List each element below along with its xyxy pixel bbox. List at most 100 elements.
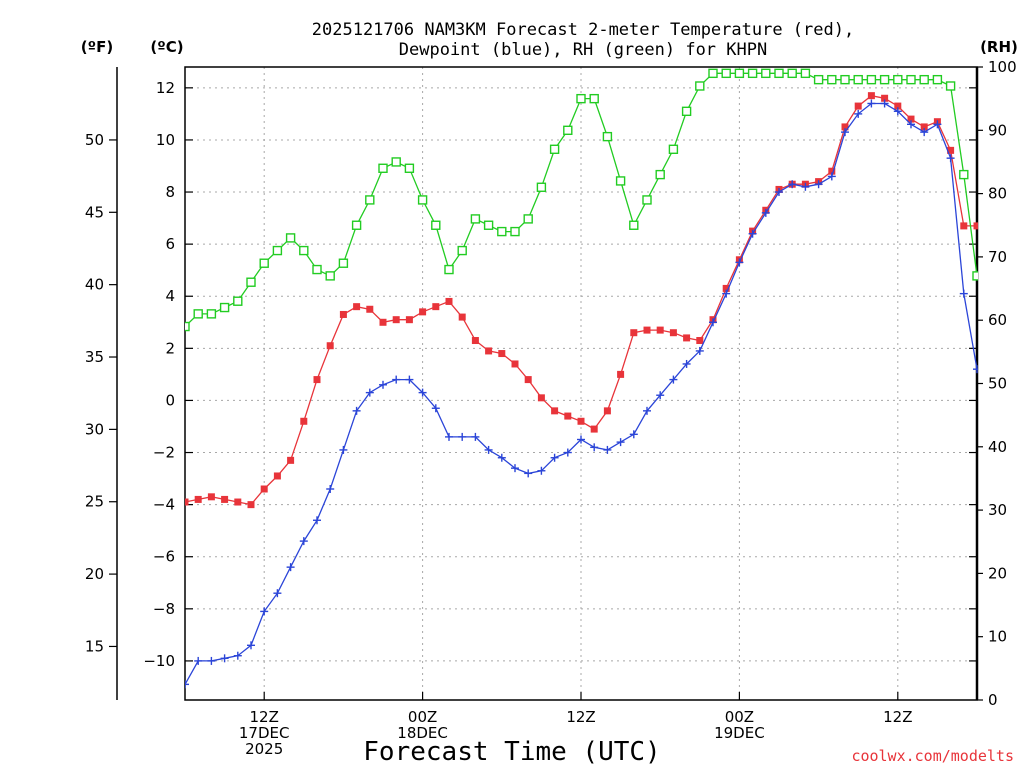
- fahrenheit-tick-label: 30: [85, 420, 104, 438]
- dewpoint-point: [814, 180, 823, 189]
- rh-point: [827, 74, 837, 85]
- x-tick-label: 19DEC: [714, 724, 765, 742]
- 2-meter-temperature-point: [366, 305, 374, 313]
- rh-point: [655, 169, 665, 180]
- 2-meter-temperature-point: [630, 329, 638, 337]
- rh-tick-label: 100: [988, 58, 1017, 76]
- 2-meter-temperature-point: [907, 115, 915, 123]
- rh-tick-label: 60: [988, 311, 1007, 329]
- dewpoint-point: [761, 208, 770, 217]
- rh-point: [351, 220, 362, 230]
- source-credit: coolwx.com/modelts: [851, 747, 1014, 765]
- dewpoint-point: [695, 346, 704, 355]
- rh-tick-label: 40: [988, 438, 1007, 456]
- fahrenheit-tick-label: 35: [85, 348, 104, 366]
- fahrenheit-tick-label: 20: [85, 565, 104, 583]
- celsius-tick-label: −6: [153, 548, 175, 566]
- rh-point: [813, 74, 824, 85]
- rh-point: [417, 195, 428, 205]
- dewpoint-point: [748, 229, 757, 238]
- dewpoint-point: [299, 537, 308, 546]
- 2-meter-temperature-point: [485, 347, 493, 355]
- x-axis-title: Forecast Time (UTC): [363, 737, 660, 767]
- dewpoint-point: [497, 453, 506, 462]
- rh-point: [193, 309, 203, 319]
- rh-tick-label: 30: [988, 501, 1007, 519]
- 2-meter-temperature-point: [960, 222, 968, 230]
- rh-point: [919, 74, 929, 85]
- 2-meter-temperature-point: [722, 284, 730, 292]
- fahrenheit-tick-label: 25: [85, 493, 104, 511]
- chart-title-line-1: 2025121706 NAM3KM Forecast 2-meter Tempe…: [312, 20, 854, 40]
- 2-meter-temperature-point: [603, 407, 611, 415]
- 2-meter-temperature-point: [590, 425, 598, 433]
- rh-point: [668, 144, 679, 154]
- dewpoint-point: [880, 99, 889, 108]
- rh-tick-label: 20: [988, 564, 1007, 582]
- dewpoint-point: [352, 406, 361, 415]
- rh-point: [932, 74, 943, 85]
- 2-meter-temperature-point: [669, 329, 677, 337]
- rh-point: [906, 74, 916, 85]
- 2-meter-temperature-point: [617, 370, 625, 378]
- dewpoint-point: [207, 656, 216, 665]
- rh-point: [285, 233, 296, 243]
- dewpoint-point: [339, 445, 348, 454]
- dewpoint-point: [669, 375, 678, 384]
- rh-point: [629, 220, 639, 230]
- x-tick-label: 17DEC: [239, 724, 290, 742]
- dewpoint-point: [392, 375, 401, 384]
- rh-point: [338, 258, 349, 268]
- rh-point: [879, 74, 890, 85]
- x-tick-label: 00Z: [725, 708, 754, 726]
- fahrenheit-axis: 15 20 25 30 35 40 45 50: [85, 131, 117, 655]
- grid-lines: [185, 67, 977, 700]
- celsius-tick-label: −8: [153, 600, 175, 618]
- dewpoint-point: [735, 258, 744, 267]
- rh-point: [391, 157, 401, 167]
- celsius-tick-label: 2: [165, 339, 175, 357]
- 2-meter-temperature-point: [551, 407, 559, 415]
- celsius-tick-label: 6: [165, 235, 175, 253]
- 2-meter-temperature-point: [683, 334, 691, 342]
- dewpoint-point: [629, 430, 638, 439]
- rh-point: [365, 195, 375, 205]
- 2-meter-temperature-point: [947, 146, 955, 154]
- dewpoint-point: [854, 109, 863, 118]
- celsius-tick-label: 10: [156, 131, 175, 149]
- dewpoint-point: [920, 128, 929, 137]
- dewpoint-point: [775, 188, 783, 197]
- 2-meter-temperature-point: [419, 308, 427, 316]
- rh-tick-label: 50: [988, 375, 1007, 393]
- celsius-tick-label: −10: [143, 652, 175, 670]
- rh-point: [945, 81, 956, 91]
- dewpoint-point: [524, 469, 533, 478]
- dewpoint-point: [577, 435, 585, 444]
- 2-meter-temperature-point: [867, 92, 875, 100]
- rh-point: [497, 226, 507, 237]
- 2-meter-temperature-point: [273, 472, 281, 480]
- rh-tick-label: 10: [988, 628, 1007, 646]
- dewpoint-point: [484, 445, 493, 454]
- rh-point: [483, 220, 494, 230]
- rh-point: [312, 264, 322, 275]
- celsius-axis: −10 −8 −6 −4 −2 0 2 4 6 8 10 12: [143, 79, 977, 670]
- 2-meter-temperature-point: [498, 350, 506, 358]
- 2-meter-temperature-point: [287, 456, 295, 464]
- 2-meter-temperature-point: [854, 102, 862, 110]
- 2-meter-temperature-point: [643, 326, 651, 334]
- fahrenheit-unit-label: (ºF): [81, 38, 113, 56]
- dewpoint-line: [185, 102, 978, 685]
- dewpoint-point: [801, 182, 810, 191]
- plot-frame: [184, 66, 978, 701]
- rh-point: [747, 68, 758, 79]
- 2-meter-temperature-point: [194, 495, 202, 503]
- 2-meter-temperature-point: [894, 102, 902, 110]
- dewpoint-point: [326, 485, 335, 493]
- rh-point: [893, 74, 903, 85]
- dewpoint-point: [286, 563, 295, 572]
- rh-point: [272, 245, 283, 256]
- dewpoint-point: [841, 128, 849, 137]
- fahrenheit-tick-label: 45: [85, 203, 104, 221]
